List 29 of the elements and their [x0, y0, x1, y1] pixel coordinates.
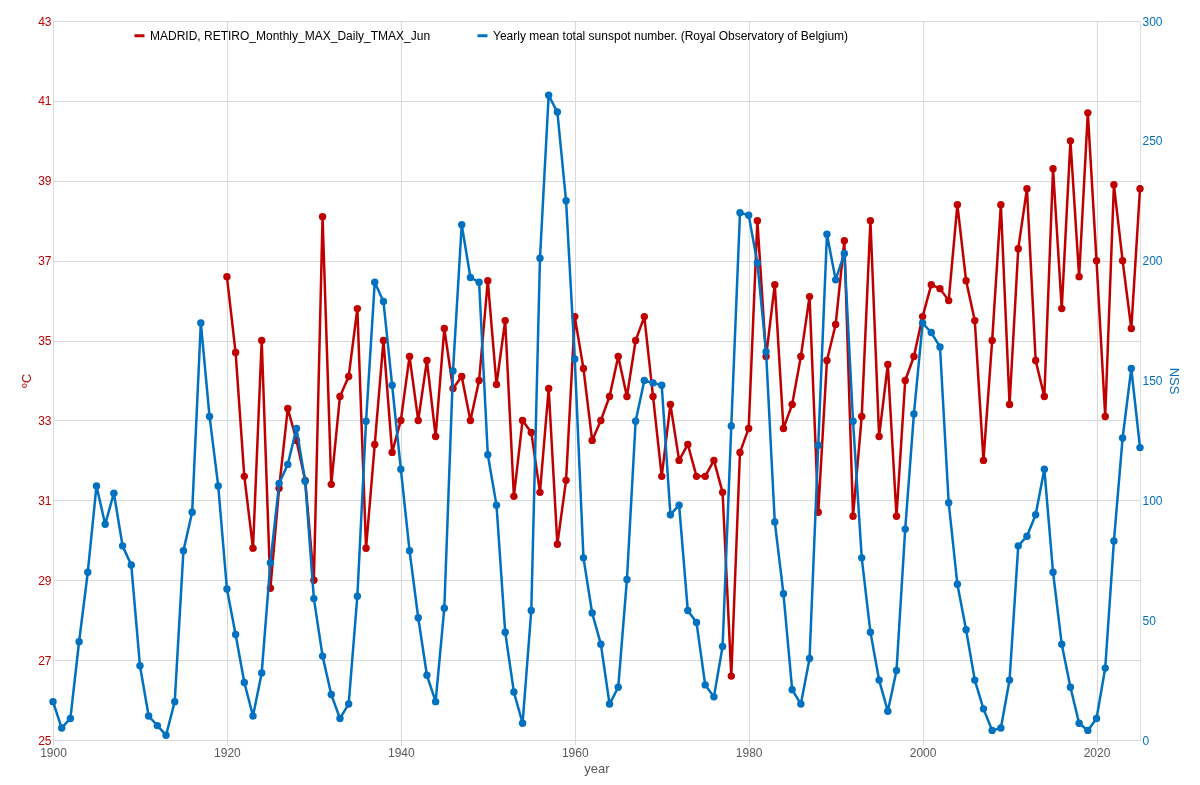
y-tick-label: 43 [38, 14, 52, 29]
y2-tick-label: 0 [1142, 733, 1150, 748]
x-tick-label: 1940 [387, 745, 416, 760]
x-tick-label: 2000 [909, 745, 937, 760]
y2-tick-label: 50 [1142, 613, 1157, 628]
y2-tick-label: 150 [1142, 374, 1163, 388]
legend-label: Yearly mean total sunspot number. (Royal Observatory of Belgium) [493, 28, 849, 43]
y-tick-label: 25 [38, 733, 52, 748]
y2-tick-label: 250 [1142, 134, 1163, 149]
y-tick-label: 33 [38, 413, 52, 428]
x-tick-label: 1920 [214, 745, 242, 760]
y-tick-label: 39 [38, 174, 52, 189]
y-tick-label: 35 [38, 334, 52, 349]
y2-tick-label: 100 [1142, 493, 1163, 508]
y-tick-label: 29 [38, 573, 52, 588]
y-tick-label: 27 [38, 653, 52, 668]
y-tick-label: 31 [38, 493, 52, 508]
x-tick-label: 1960 [561, 745, 589, 760]
x-axis-title: year [584, 760, 611, 776]
y-tick-label: 37 [38, 254, 52, 269]
x-tick-label: 1900 [40, 745, 68, 760]
y-tick-label: 41 [38, 94, 52, 109]
y2-axis-title: NSS [1166, 367, 1182, 395]
x-tick-label: 2020 [1083, 745, 1111, 760]
x-tick-label: 1980 [735, 745, 763, 760]
y2-tick-label: 300 [1142, 14, 1163, 29]
legend-label: MADRID, RETIRO_Monthly_MAX_Daily_TMAX_Jun [150, 28, 431, 43]
y2-tick-label: 200 [1142, 254, 1163, 269]
y-axis-title: ºC [19, 373, 35, 389]
